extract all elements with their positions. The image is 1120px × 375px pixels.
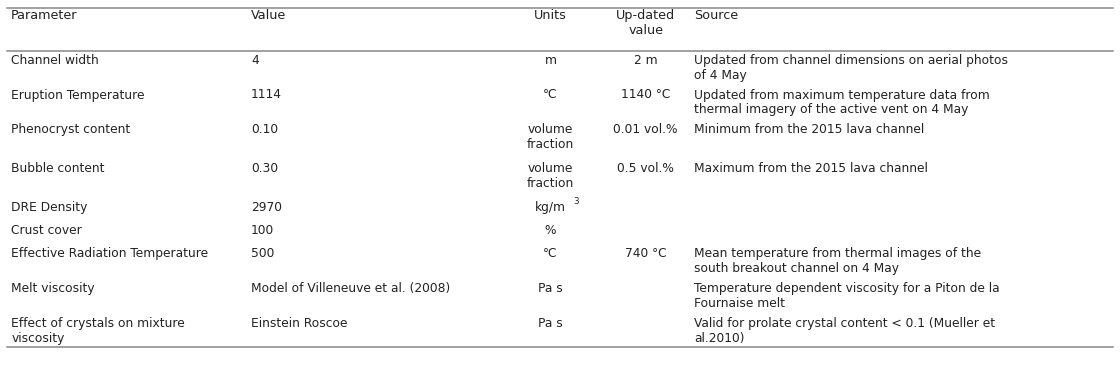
Text: Bubble content: Bubble content [11,162,104,175]
Text: Pa s: Pa s [538,282,563,295]
Text: °C: °C [543,247,558,260]
Text: Einstein Roscoe: Einstein Roscoe [251,317,347,330]
Text: Pa s: Pa s [538,317,563,330]
Text: Updated from channel dimensions on aerial photos
of 4 May: Updated from channel dimensions on aeria… [694,54,1008,82]
Text: volume
fraction: volume fraction [526,162,575,190]
Text: 1114: 1114 [251,88,282,102]
Text: 1140 °C: 1140 °C [620,88,671,102]
Text: Value: Value [251,9,286,22]
Text: Units: Units [534,9,567,22]
Text: Minimum from the 2015 lava channel: Minimum from the 2015 lava channel [694,123,925,136]
Text: 0.10: 0.10 [251,123,278,136]
Text: 740 °C: 740 °C [625,247,666,260]
Text: DRE Density: DRE Density [11,201,87,214]
Text: 0.30: 0.30 [251,162,278,175]
Text: Effect of crystals on mixture
viscosity: Effect of crystals on mixture viscosity [11,317,185,345]
Text: °C: °C [543,88,558,102]
Text: Crust cover: Crust cover [11,224,82,237]
Text: kg/m: kg/m [535,201,566,214]
Text: 3: 3 [573,197,579,206]
Text: Effective Radiation Temperature: Effective Radiation Temperature [11,247,208,260]
Text: 2970: 2970 [251,201,282,214]
Text: Model of Villeneuve et al. (2008): Model of Villeneuve et al. (2008) [251,282,450,295]
Text: 0.5 vol.%: 0.5 vol.% [617,162,674,175]
Text: Eruption Temperature: Eruption Temperature [11,88,144,102]
Text: volume
fraction: volume fraction [526,123,575,152]
Text: 500: 500 [251,247,274,260]
Text: Up-dated
value: Up-dated value [616,9,675,38]
Text: 2 m: 2 m [634,54,657,67]
Text: Parameter: Parameter [11,9,77,22]
Text: Temperature dependent viscosity for a Piton de la
Fournaise melt: Temperature dependent viscosity for a Pi… [694,282,1000,310]
Text: 4: 4 [251,54,259,67]
Text: %: % [544,224,557,237]
Text: m: m [544,54,557,67]
Text: 100: 100 [251,224,274,237]
Text: Channel width: Channel width [11,54,99,67]
Text: Valid for prolate crystal content < 0.1 (Mueller et
al.2010): Valid for prolate crystal content < 0.1 … [694,317,996,345]
Text: Updated from maximum temperature data from
thermal imagery of the active vent on: Updated from maximum temperature data fr… [694,88,990,117]
Text: Melt viscosity: Melt viscosity [11,282,95,295]
Text: Source: Source [694,9,738,22]
Text: Maximum from the 2015 lava channel: Maximum from the 2015 lava channel [694,162,928,175]
Text: Phenocryst content: Phenocryst content [11,123,130,136]
Text: 0.01 vol.%: 0.01 vol.% [614,123,678,136]
Text: Mean temperature from thermal images of the
south breakout channel on 4 May: Mean temperature from thermal images of … [694,247,981,275]
